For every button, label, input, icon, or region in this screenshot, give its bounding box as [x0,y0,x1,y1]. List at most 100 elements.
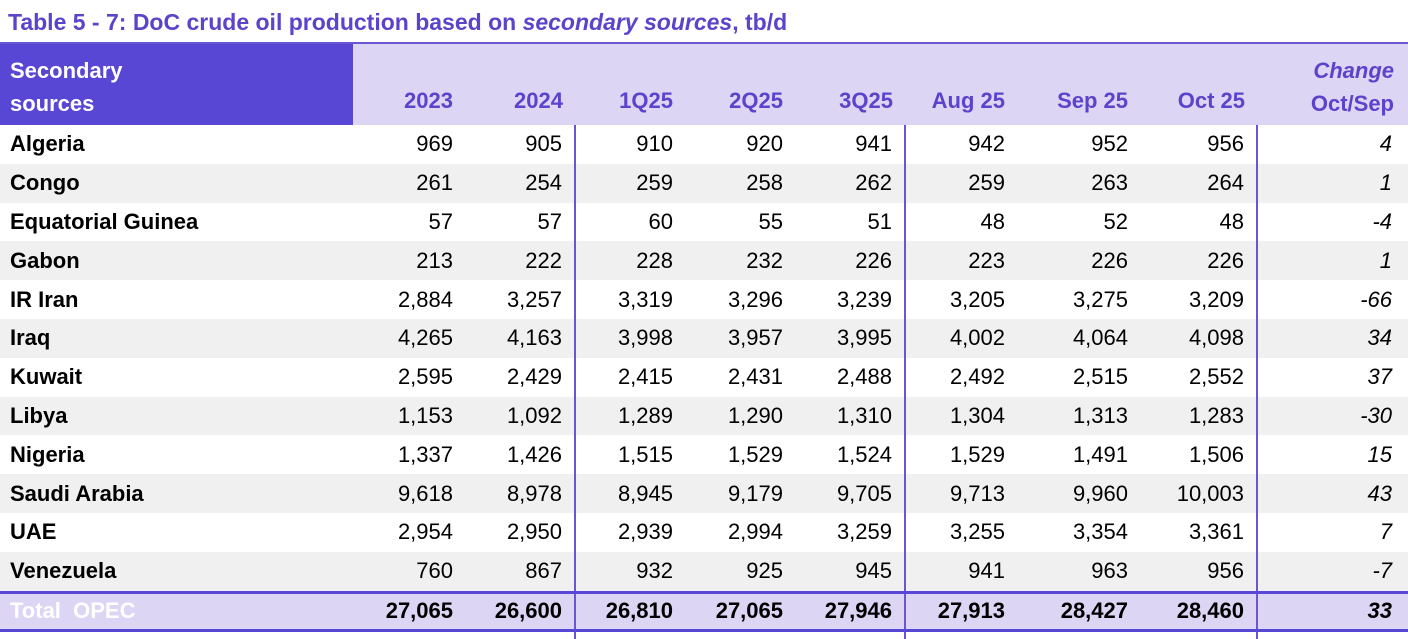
table-row: Gabon 213 222 228 232 226 223 226 226 1 [0,241,1408,281]
value-cell: 4,064 [1072,325,1128,351]
value-cell: 2,415 [617,364,673,390]
value-cell: 259 [968,170,1005,196]
value-cell: 226 [1091,247,1128,273]
total-value-cell: 27,913 [905,590,1017,632]
column-header-2024: 2024 [465,44,575,125]
country-cell: Algeria [10,131,85,157]
stub-cell [575,630,906,639]
value-cell: 1,283 [1140,396,1258,436]
value-cell: 9,179 [727,480,783,506]
value-cell: 9,618 [397,480,453,506]
stub-row [0,630,1408,639]
value-cell: 262 [795,163,906,203]
table-row: UAE 2,954 2,950 2,939 2,994 3,259 3,255 3,354 3,… [0,512,1408,552]
value-cell: 1,337 [397,441,453,467]
value-cell: 942 [968,131,1005,157]
table-row: Algeria 969 905 910 920 941 942 952 956 4 [0,125,1408,164]
column-header-oct25: Oct 25 [1140,44,1257,125]
stub-cell [905,630,1258,639]
value-cell: 2,488 [795,357,906,397]
value-cell: 9,960 [1072,480,1128,506]
value-cell: 10,003 [1140,474,1258,513]
value-cell: 2,884 [397,286,453,312]
table-row: Saudi Arabia 9,618 8,978 8,945 9,179 9,705 9,7… [0,474,1408,513]
total-change-cell: 33 [1257,590,1408,632]
value-cell: 254 [465,163,576,203]
value-cell: 905 [465,125,576,164]
change-cell: -7 [1372,558,1392,584]
value-cell: 4,098 [1140,318,1258,358]
table-title: Table 5 - 7: DoC crude oil production ba… [0,0,1408,44]
value-cell: 1,506 [1140,435,1258,475]
value-cell: 222 [465,241,576,281]
table-row: Iraq 4,265 4,163 3,998 3,957 3,995 4,002 4,064 4… [0,318,1408,358]
table-body: Algeria 969 905 910 920 941 942 952 956 4 Congo 261… [0,125,1408,593]
value-cell: 258 [746,170,783,196]
value-cell: 3,361 [1140,512,1258,552]
country-cell: Libya [10,402,68,428]
value-cell: 223 [968,247,1005,273]
value-cell: 1,426 [465,435,576,475]
change-cell: 7 [1379,519,1392,545]
total-value-cell: 28,427 [1017,590,1140,632]
value-cell: 2,954 [397,519,453,545]
value-cell: 932 [636,558,673,584]
value-cell: 956 [1140,551,1258,593]
country-cell: Venezuela [10,558,117,584]
value-cell: 8,978 [465,474,576,513]
title-prefix: Table 5 - 7: DoC crude oil production ba… [8,9,523,35]
country-cell: Gabon [10,247,80,273]
value-cell: 232 [746,247,783,273]
change-cell: 37 [1367,364,1392,390]
value-cell: 264 [1140,163,1258,203]
change-cell: 43 [1367,480,1392,506]
change-cell: 1 [1379,170,1392,196]
value-cell: 48 [980,208,1005,234]
value-cell: 1,304 [949,402,1005,428]
table-row: Equatorial Guinea 57 57 60 55 51 48 52 48 -4 [0,202,1408,242]
value-cell: 4,163 [465,318,576,358]
corner-header-line2: sources [10,91,95,116]
value-cell: 226 [1140,241,1258,281]
value-cell: 3,319 [617,286,673,312]
table-row: Venezuela 760 867 932 925 945 941 963 956 -7 [0,551,1408,593]
country-cell: Nigeria [10,441,85,467]
value-cell: 1,153 [397,402,453,428]
value-cell: 3,957 [727,325,783,351]
change-cell: -4 [1372,208,1392,234]
value-cell: 3,995 [795,318,906,358]
total-value-cell: 27,946 [795,590,906,632]
value-cell: 4,002 [949,325,1005,351]
value-cell: 1,515 [617,441,673,467]
report-table: Secondary sources 2023 2024 1Q25 2Q25 3Q… [0,44,1408,639]
change-header: Change Oct/Sep [1257,44,1408,125]
value-cell: 867 [465,551,576,593]
value-cell: 945 [795,551,906,593]
value-cell: 1,092 [465,396,576,436]
value-cell: 60 [648,208,673,234]
country-cell: Equatorial Guinea [10,208,199,234]
value-cell: 1,313 [1072,402,1128,428]
value-cell: 1,529 [949,441,1005,467]
value-cell: 1,289 [617,402,673,428]
value-cell: 969 [416,131,453,157]
value-cell: 941 [795,125,906,164]
value-cell: 3,296 [727,286,783,312]
value-cell: 3,205 [949,286,1005,312]
value-cell: 2,431 [727,364,783,390]
change-cell: 1 [1379,247,1392,273]
total-value-cell: 26,810 [575,590,685,632]
value-cell: 259 [636,170,673,196]
value-cell: 2,552 [1140,357,1258,397]
value-cell: 952 [1091,131,1128,157]
value-cell: 956 [1140,125,1258,164]
value-cell: 9,713 [949,480,1005,506]
country-cell: UAE [10,519,57,545]
value-cell: 1,529 [727,441,783,467]
change-header-line2: Oct/Sep [1310,91,1394,116]
value-cell: 213 [416,247,453,273]
value-cell: 52 [1103,208,1128,234]
column-header-aug25: Aug 25 [905,44,1017,125]
country-cell: Saudi Arabia [10,480,144,506]
value-cell: 3,275 [1072,286,1128,312]
